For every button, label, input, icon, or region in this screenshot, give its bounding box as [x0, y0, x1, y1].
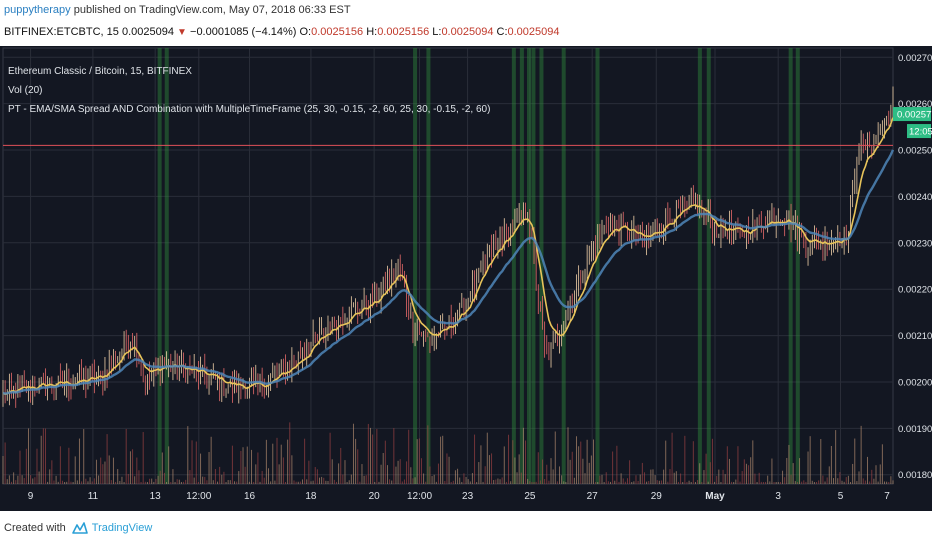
signal-band — [706, 48, 711, 484]
y-tick-label: 0.0027000 — [898, 53, 932, 64]
countdown-box — [907, 124, 931, 139]
y-tick-label: 0.0022000 — [898, 285, 932, 296]
x-tick-label: 25 — [524, 491, 536, 502]
signal-band — [157, 48, 162, 484]
symbol-label: BITFINEX:ETCBTC, 15 — [4, 26, 119, 38]
ema-fast-line — [2, 117, 894, 396]
last-price: 0.0025094 — [121, 26, 174, 38]
legend-symbol[interactable]: Ethereum Classic / Bitcoin, 15, BITFINEX — [8, 66, 192, 77]
y-tick-label: 0.0026000 — [898, 99, 932, 110]
signal-band — [164, 48, 169, 484]
price-chart[interactable]: 0.0018000 0.0019000 0.0020000 0.0021000 0.00… — [0, 46, 932, 511]
x-tick-label: May — [705, 491, 725, 502]
x-tick-label: 7 — [884, 491, 890, 502]
change-value: −0.0001085 (−4.14%) — [190, 26, 297, 38]
signal-band — [561, 48, 566, 484]
signal-band — [697, 48, 702, 484]
open-label: O: — [299, 26, 312, 38]
low-label: L: — [432, 26, 442, 38]
x-tick-label: 13 — [150, 491, 162, 502]
footer: Created with TradingView — [4, 522, 152, 534]
x-tick-label: 12:00 — [186, 491, 211, 502]
down-arrow-icon: ▼ — [177, 27, 187, 38]
y-tick-label: 0.0025000 — [898, 146, 932, 157]
signal-band — [539, 48, 544, 484]
created-with-label: Created with — [4, 522, 66, 534]
signal-band — [511, 48, 516, 484]
close-label: C: — [496, 26, 508, 38]
high-label: H: — [366, 26, 378, 38]
high-value: 0.0025156 — [377, 26, 430, 38]
y-tick-label: 0.0023000 — [898, 238, 932, 249]
low-value: 0.0025094 — [441, 26, 494, 38]
x-tick-label: 3 — [775, 491, 781, 502]
x-tick-label: 12:00 — [407, 491, 432, 502]
close-value: 0.0025094 — [507, 26, 560, 38]
countdown-label: 12:05 — [909, 127, 932, 138]
signal-band — [795, 48, 800, 484]
ema-slow-line — [2, 149, 895, 395]
signal-band — [413, 48, 418, 484]
open-value: 0.0025156 — [311, 26, 364, 38]
x-tick-label: 29 — [651, 491, 663, 502]
ohlc-line: BITFINEX:ETCBTC, 15 0.0025094 ▼ −0.00010… — [4, 26, 560, 38]
y-tick-label: 0.0018000 — [898, 470, 932, 481]
signal-band — [519, 48, 524, 484]
legend-volume[interactable]: Vol (20) — [8, 85, 43, 96]
signal-band — [788, 48, 793, 484]
x-tick-label: 23 — [462, 491, 474, 502]
chart-legend: Ethereum Classic / Bitcoin, 15, BITFINEX… — [8, 62, 490, 119]
y-tick-label: 0.0019000 — [898, 424, 932, 435]
legend-indicator[interactable]: PT - EMA/SMA Spread AND Combination with… — [8, 104, 491, 115]
signal-band — [595, 48, 600, 484]
y-tick-label: 0.0024000 — [898, 192, 932, 203]
x-tick-label: 9 — [28, 491, 34, 502]
y-tick-label: 0.0020000 — [898, 377, 932, 388]
x-tick-label: 20 — [369, 491, 381, 502]
tradingview-logo-icon — [71, 522, 88, 534]
x-tick-label: 16 — [244, 491, 256, 502]
x-tick-label: 5 — [838, 491, 844, 502]
x-tick-label: 27 — [587, 491, 599, 502]
x-tick-label: 11 — [88, 491, 99, 502]
current-price-box — [893, 107, 931, 122]
publisher-link[interactable]: puppytherapy — [4, 4, 71, 16]
current-price-label: 0.0025776 — [897, 110, 932, 121]
signal-band — [426, 48, 431, 484]
publish-line: puppytherapy published on TradingView.co… — [4, 4, 351, 16]
published-text: published on TradingView.com, May 07, 20… — [70, 4, 351, 16]
signal-band — [531, 48, 536, 484]
x-tick-label: 18 — [305, 491, 317, 502]
signal-band — [526, 48, 531, 484]
y-tick-label: 0.0021000 — [898, 331, 932, 342]
tradingview-brand-link[interactable]: TradingView — [91, 522, 153, 534]
volume-bars — [2, 422, 894, 484]
chart-area[interactable]: 0.0018000 0.0019000 0.0020000 0.0021000 0.00… — [0, 46, 932, 511]
